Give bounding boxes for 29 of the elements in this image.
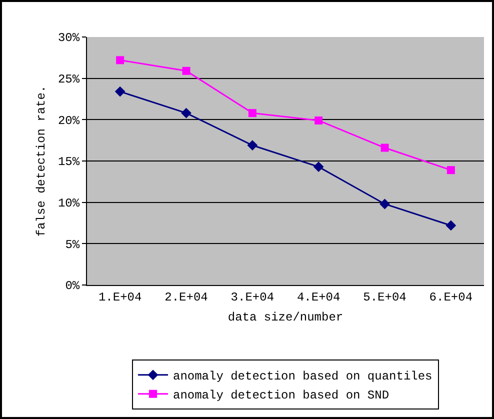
point bbox=[247, 140, 258, 150]
legend-label: anomaly detection based on quantiles bbox=[173, 370, 432, 384]
point bbox=[248, 109, 256, 118]
y-tick-label: 0% bbox=[65, 279, 80, 294]
point bbox=[380, 144, 389, 152]
point bbox=[380, 198, 390, 210]
y-tick-label: 30% bbox=[58, 31, 80, 46]
x-tick-label: 4.E+04 bbox=[296, 290, 340, 304]
x-tick-label: 6.E+04 bbox=[429, 290, 473, 304]
y-tick-label: 20% bbox=[58, 114, 80, 128]
y-tick-label: 15% bbox=[58, 155, 80, 170]
x-tick-label: 5.E+04 bbox=[363, 290, 406, 304]
point bbox=[314, 116, 323, 124]
y-tick-label: 25% bbox=[58, 72, 80, 87]
point bbox=[182, 66, 190, 75]
y-tick-label: 10% bbox=[58, 196, 80, 211]
point bbox=[446, 220, 456, 231]
point bbox=[313, 162, 324, 172]
x-axis-title: data size/number bbox=[228, 310, 344, 324]
point bbox=[116, 56, 124, 64]
point bbox=[446, 166, 455, 174]
x-tick-label: 2.E+04 bbox=[164, 290, 208, 304]
y-tick-label: 5% bbox=[65, 238, 80, 252]
point bbox=[114, 86, 126, 97]
point bbox=[181, 108, 192, 118]
legend-label: anomaly detection based on SND bbox=[173, 388, 390, 403]
x-tick-label: 3.E+04 bbox=[230, 290, 274, 304]
y-axis-title: false detection rate. bbox=[34, 85, 48, 237]
x-tick-label: 1.E+04 bbox=[98, 290, 142, 304]
